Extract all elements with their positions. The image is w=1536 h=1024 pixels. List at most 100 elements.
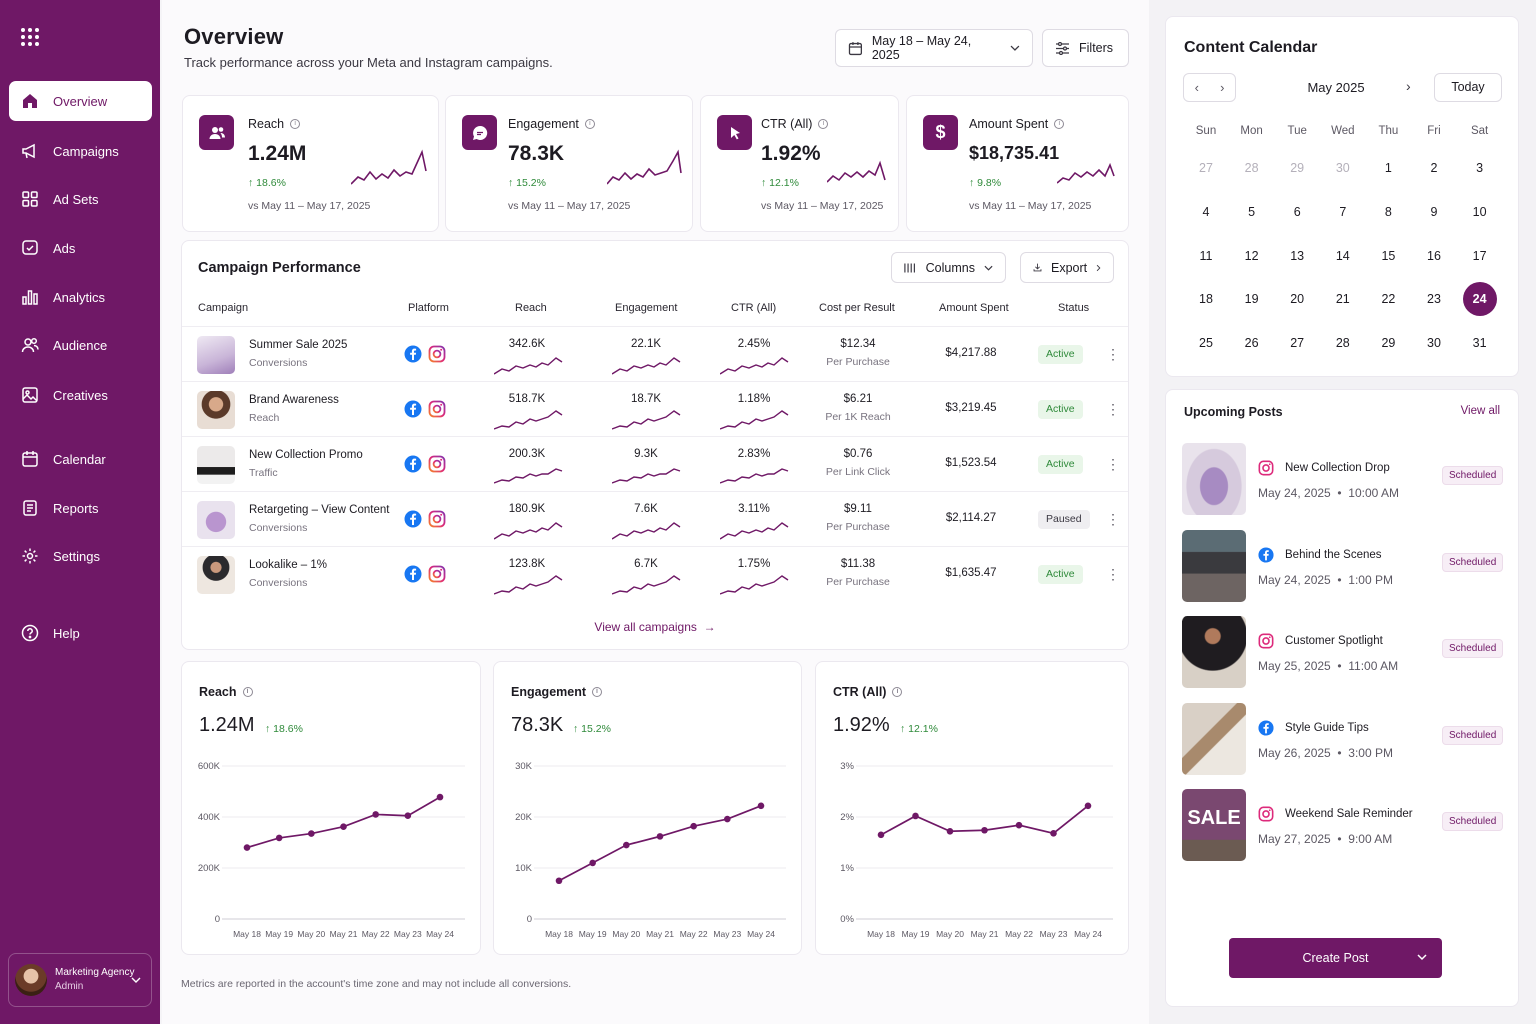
calendar-day[interactable]: 26 (1244, 336, 1259, 351)
data-point[interactable] (724, 815, 731, 823)
view-all-campaigns-link[interactable]: View all campaigns → (594, 620, 716, 634)
data-point[interactable] (690, 822, 697, 830)
apps-grid-icon[interactable] (20, 27, 40, 47)
campaign-name[interactable]: Brand Awareness (249, 394, 339, 406)
calendar-day[interactable]: 19 (1244, 292, 1259, 307)
data-point[interactable] (1050, 830, 1057, 837)
data-point[interactable] (308, 830, 315, 837)
data-point[interactable] (372, 811, 379, 818)
calendar-day[interactable]: 25 (1199, 336, 1213, 351)
data-point[interactable] (877, 831, 885, 839)
calendar-day[interactable]: 16 (1427, 248, 1441, 263)
calendar-day[interactable]: 9 (1430, 204, 1438, 219)
data-point[interactable] (981, 826, 988, 834)
campaign-name[interactable]: Summer Sale 2025 (249, 339, 348, 351)
more-options-icon[interactable]: ⋮ (1106, 346, 1120, 362)
data-point[interactable] (623, 841, 630, 849)
data-point[interactable] (946, 827, 954, 835)
calendar-day[interactable]: 28 (1244, 161, 1259, 175)
calendar-day[interactable]: 18 (1199, 292, 1213, 307)
calendar-day[interactable]: 14 (1335, 248, 1350, 263)
more-options-icon[interactable]: ⋮ (1106, 401, 1120, 417)
more-options-icon[interactable]: ⋮ (1106, 566, 1120, 582)
calendar-day[interactable]: 2 (1430, 161, 1438, 175)
data-point[interactable] (404, 812, 412, 820)
sidebar-item-campaigns[interactable]: Campaigns (9, 131, 152, 171)
data-point[interactable] (757, 802, 765, 810)
sidebar-item-ad-sets[interactable]: Ad Sets (9, 179, 152, 219)
calendar-day[interactable]: 22 (1381, 292, 1396, 307)
today-button[interactable]: Today (1434, 73, 1502, 102)
sidebar-item-overview[interactable]: Overview (9, 81, 152, 121)
filters-button[interactable]: Filters (1042, 29, 1129, 67)
upcoming-post[interactable]: SALE Weekend Sale Reminder May 27, 2025 … (1182, 789, 1504, 861)
data-point[interactable] (589, 859, 596, 867)
kpi-card-engagement[interactable]: Engagement i 78.3K ↑ 15.2% vs May 11 – Ma… (445, 95, 693, 232)
sidebar-item-calendar[interactable]: Calendar (9, 439, 152, 479)
sidebar-item-analytics[interactable]: Analytics (9, 277, 152, 317)
calendar-day[interactable]: 31 (1472, 336, 1487, 351)
calendar-day[interactable]: 27 (1199, 161, 1213, 175)
col-header-status[interactable]: Status (1058, 302, 1090, 314)
columns-button[interactable]: Columns (891, 252, 1006, 283)
calendar-day[interactable]: 29 (1381, 336, 1396, 351)
date-range-picker[interactable]: May 18 – May 24, 2025 (835, 29, 1033, 67)
calendar-day[interactable]: 15 (1381, 248, 1396, 263)
calendar-day[interactable]: 3 (1476, 161, 1484, 175)
chevron-left-icon[interactable]: ‹ (1194, 80, 1199, 95)
col-header-campaign[interactable]: Campaign (198, 302, 249, 314)
table-row[interactable]: New Collection Promo Traffic 200.3K 9.3K… (182, 436, 1128, 491)
table-row[interactable]: Summer Sale 2025 Conversions 342.6K 22.1… (182, 326, 1128, 381)
upcoming-post[interactable]: Style Guide Tips May 26, 2025 • 3:00 PM … (1182, 702, 1504, 775)
calendar-day[interactable]: 29 (1290, 161, 1305, 175)
col-header-engagement[interactable]: Engagement (615, 302, 678, 314)
calendar-day[interactable]: 17 (1472, 248, 1487, 263)
kpi-card-reach[interactable]: Reach i 1.24M ↑ 18.6% vs May 11 – May 17,… (182, 95, 439, 232)
data-point[interactable] (275, 834, 283, 842)
calendar-day[interactable]: 30 (1427, 336, 1441, 351)
calendar-day[interactable]: 30 (1335, 161, 1350, 175)
account-switcher[interactable]: Marketing Agency Admin (8, 953, 152, 1007)
campaign-name[interactable]: New Collection Promo (249, 449, 363, 461)
data-point[interactable] (1084, 802, 1092, 810)
data-point[interactable] (436, 793, 444, 801)
calendar-day[interactable]: 12 (1244, 248, 1259, 263)
upcoming-post[interactable]: Behind the Scenes May 24, 2025 • 1:00 PM… (1182, 529, 1504, 602)
campaign-name[interactable]: Lookalike – 1% (249, 559, 327, 571)
more-options-icon[interactable]: ⋮ (1106, 456, 1120, 472)
view-all-link[interactable]: View all (1460, 405, 1500, 417)
sidebar-item-reports[interactable]: Reports (9, 488, 152, 528)
sidebar-item-help[interactable]: Help (9, 613, 152, 653)
col-header-reach[interactable]: Reach (515, 302, 547, 314)
calendar-day[interactable]: 4 (1202, 204, 1210, 219)
calendar-day[interactable]: 6 (1293, 204, 1301, 219)
campaign-name[interactable]: Retargeting – View Content (249, 504, 390, 516)
calendar-day[interactable]: 7 (1339, 204, 1347, 219)
table-row[interactable]: Brand Awareness Reach 518.7K 18.7K 1.18%… (182, 381, 1128, 436)
data-point[interactable] (1015, 821, 1023, 829)
sidebar-item-ads[interactable]: Ads (9, 228, 152, 268)
calendar-day[interactable]: 24 (1462, 282, 1497, 317)
calendar-day[interactable]: 13 (1290, 248, 1305, 263)
calendar-day[interactable]: 20 (1290, 292, 1305, 307)
calendar-day[interactable]: 28 (1335, 336, 1350, 351)
calendar-day[interactable]: 5 (1248, 204, 1256, 219)
sidebar-item-creatives[interactable]: Creatives (9, 375, 152, 415)
kpi-card-amount-spent[interactable]: $ Amount Spent i $18,735.41 ↑ 9.8% vs May… (906, 95, 1129, 232)
data-point[interactable] (555, 877, 563, 885)
data-point[interactable] (912, 812, 919, 820)
export-button[interactable]: Export (1020, 252, 1114, 283)
create-post-button[interactable]: Create Post (1229, 938, 1442, 978)
data-point[interactable] (340, 823, 347, 830)
col-header-cost-per-result[interactable]: Cost per Result (819, 302, 895, 314)
next-month-icon[interactable]: › (1406, 78, 1411, 94)
upcoming-post[interactable]: New Collection Drop May 24, 2025 • 10:00… (1182, 443, 1504, 515)
col-header-platform[interactable]: Platform (408, 302, 449, 314)
data-point[interactable] (656, 833, 664, 840)
sidebar-item-audience[interactable]: Audience (9, 325, 152, 365)
calendar-day[interactable]: 11 (1199, 248, 1213, 263)
sidebar-item-settings[interactable]: Settings (9, 536, 152, 576)
calendar-day[interactable]: 8 (1384, 204, 1392, 219)
table-row[interactable]: Lookalike – 1% Conversions 123.8K 6.7K 1… (182, 546, 1128, 601)
calendar-day[interactable]: 1 (1384, 161, 1392, 175)
